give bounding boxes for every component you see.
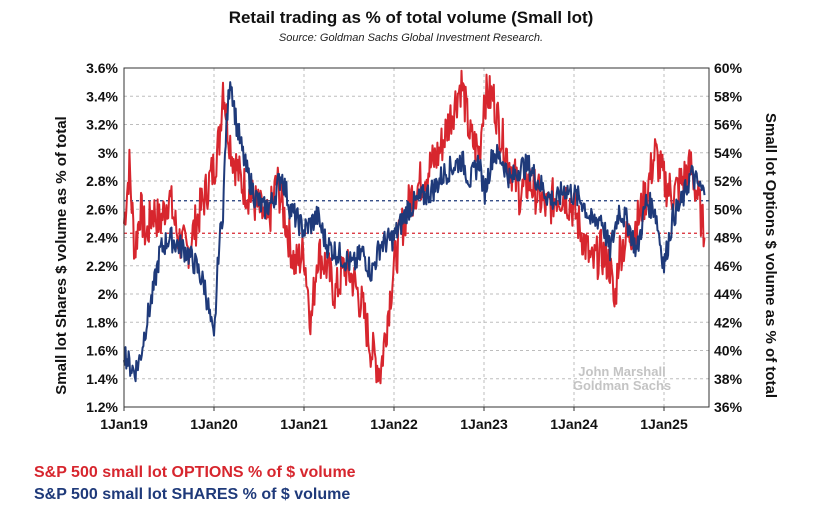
x-axis-ticks: 1Jan19 1Jan20 1Jan21 1Jan22 1Jan23 1Jan24 1Jan… — [100, 407, 688, 432]
left-tick-label: 2.6% — [86, 201, 118, 217]
left-tick-label: 3% — [98, 145, 119, 161]
legend-options: S&P 500 small lot OPTIONS % of $ volume — [34, 464, 356, 481]
right-tick-label: 42% — [714, 314, 743, 330]
grid-lines — [123, 67, 709, 408]
right-tick-label: 58% — [714, 88, 743, 104]
left-tick-label: 2.8% — [86, 173, 118, 189]
left-tick-label: 3.6% — [86, 60, 118, 76]
left-tick-label: 1.6% — [86, 343, 118, 359]
right-tick-label: 38% — [714, 371, 743, 387]
right-tick-label: 46% — [714, 258, 743, 274]
chart-subtitle: Source: Goldman Sachs Global Investment … — [278, 32, 544, 44]
right-axis-ticks: 36% 38% 40% 42% 44% 46% 48% 50% 52% 54% 56% 58% 60% — [714, 60, 743, 415]
right-tick-label: 54% — [714, 145, 743, 161]
right-tick-label: 44% — [714, 286, 743, 302]
x-tick-label: 1Jan23 — [460, 416, 508, 432]
right-tick-label: 56% — [714, 117, 743, 133]
watermark-line: John Marshall — [578, 364, 665, 379]
y2-axis-label: Small lot Options $ volume as % of total — [762, 113, 779, 398]
plot-frame — [123, 67, 710, 408]
x-tick-label: 1Jan19 — [100, 416, 148, 432]
left-tick-label: 2% — [98, 286, 119, 302]
axis-labels: Small lot Shares $ volume as % of total S… — [53, 113, 779, 398]
right-tick-label: 48% — [714, 230, 743, 246]
legend-shares: S&P 500 small lot SHARES % of $ volume — [34, 486, 351, 503]
x-tick-label: 1Jan22 — [370, 416, 418, 432]
chart-title: Retail trading as % of total volume (Sma… — [228, 8, 594, 27]
shares-series-line — [123, 81, 706, 383]
right-tick-label: 36% — [714, 399, 743, 415]
right-tick-label: 60% — [714, 60, 743, 76]
left-tick-label: 2.2% — [86, 258, 118, 274]
x-tick-label: 1Jan25 — [640, 416, 688, 432]
x-tick-label: 1Jan24 — [550, 416, 598, 432]
plot-border — [123, 67, 710, 408]
left-tick-label: 2.4% — [86, 230, 118, 246]
left-tick-label: 1.8% — [86, 314, 118, 330]
right-tick-label: 40% — [714, 343, 743, 359]
left-tick-label: 1.2% — [86, 399, 118, 415]
options-series-line — [123, 69, 706, 385]
right-tick-label: 50% — [714, 201, 743, 217]
series-lines — [123, 69, 706, 385]
y-axis-label: Small lot Shares $ volume as % of total — [53, 116, 70, 394]
left-axis-ticks: 1.2% 1.4% 1.6% 1.8% 2% 2.2% 2.4% 2.6% 2.8% 3% 3.2%… — [86, 60, 118, 415]
left-tick-label: 3.2% — [86, 117, 118, 133]
x-tick-label: 1Jan20 — [190, 416, 238, 432]
x-tick-label: 1Jan21 — [280, 416, 328, 432]
watermark-line: Goldman Sachs — [573, 378, 671, 393]
left-tick-label: 1.4% — [86, 371, 118, 387]
right-tick-label: 52% — [714, 173, 743, 189]
left-tick-label: 3.4% — [86, 88, 118, 104]
